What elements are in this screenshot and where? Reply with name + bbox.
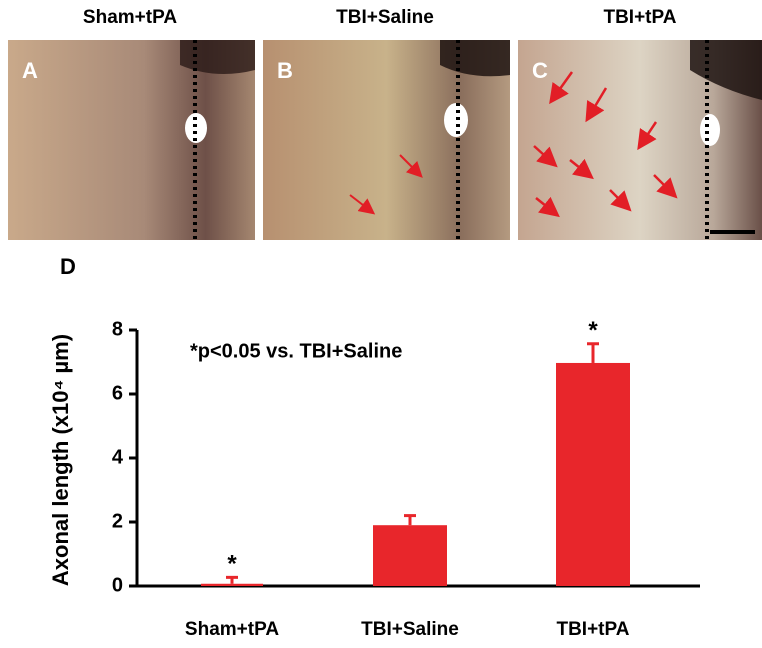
x-tick-label: TBI+Saline — [361, 619, 459, 640]
y-axis-title: Axonal length (x10⁴ µm) — [48, 334, 73, 586]
y-tick-label: 0 — [112, 574, 123, 596]
panel-title: TBI+tPA — [603, 7, 676, 28]
significance-marker: * — [227, 551, 237, 578]
panel-letter: A — [22, 58, 38, 83]
y-tick-label: 6 — [112, 382, 123, 404]
y-tick-label: 2 — [112, 510, 123, 532]
y-tick-label: 8 — [112, 318, 123, 340]
panel-letter: B — [277, 58, 293, 83]
y-tick-label: 4 — [112, 446, 124, 468]
x-tick-label: TBI+tPA — [556, 619, 629, 640]
panel-label: D — [60, 254, 76, 279]
panel-title: TBI+Saline — [336, 7, 434, 28]
annotation: *p<0.05 vs. TBI+Saline — [190, 340, 402, 362]
significance-marker: * — [588, 317, 598, 344]
micrograph-a — [8, 40, 255, 240]
panel-letter: C — [532, 58, 548, 83]
bar — [201, 583, 263, 586]
panel-title: Sham+tPA — [83, 7, 177, 28]
bar — [373, 525, 447, 586]
micrograph-b — [263, 40, 510, 240]
bar — [556, 362, 630, 586]
micrograph-c — [518, 40, 762, 240]
x-tick-label: Sham+tPA — [185, 619, 279, 640]
